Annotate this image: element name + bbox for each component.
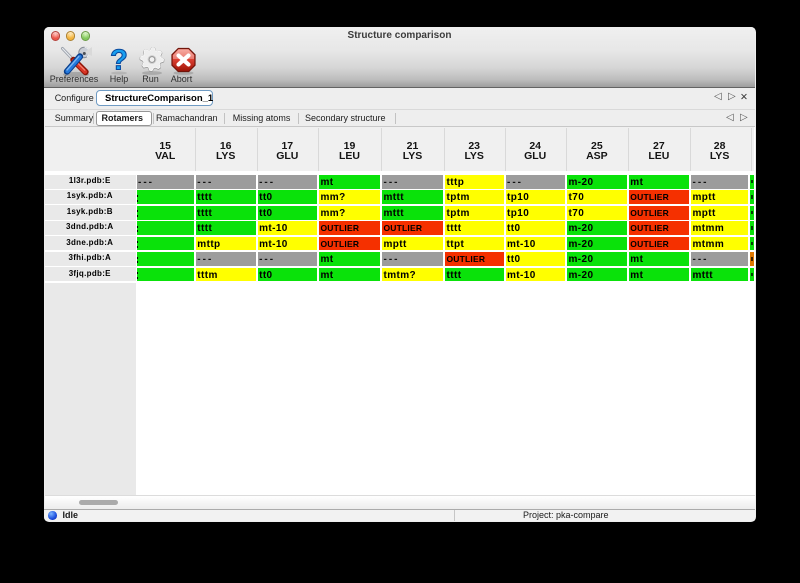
svg-text:?: ? [110, 47, 128, 75]
